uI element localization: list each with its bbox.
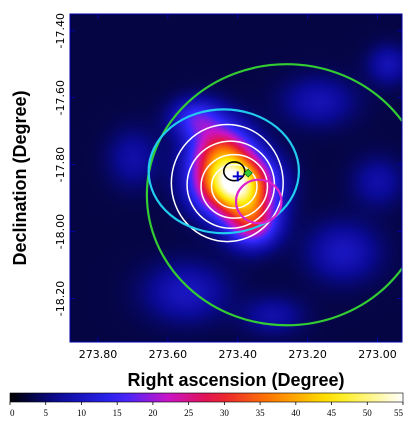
colorbar-tick-label: 55 xyxy=(394,408,404,418)
colorbar-tick-label: 30 xyxy=(220,408,230,418)
colorbar-tick-label: 10 xyxy=(77,408,87,418)
colorbar-tick-label: 45 xyxy=(327,408,337,418)
colorbar-gradient xyxy=(9,392,404,403)
intensity-map xyxy=(70,14,402,342)
colorbar-ticks: 0 5 10 15 20 25 30 35 40 45 50 55 xyxy=(9,402,404,418)
plus-marker xyxy=(232,171,243,182)
y-tick-label: -17.80 xyxy=(54,147,67,182)
contour-line-4 xyxy=(210,163,258,209)
colorbar-tick-label: 0 xyxy=(10,408,15,418)
contour-line-3 xyxy=(200,153,269,219)
x-tick-label: 273.00 xyxy=(358,348,397,361)
x-tick-label: 273.40 xyxy=(218,348,257,361)
magenta-circle xyxy=(234,178,283,225)
plot-area xyxy=(69,13,403,343)
colorbar-tick-label: 15 xyxy=(113,408,123,418)
x-axis-ticks: 273.80 273.60 273.40 273.20 273.00 xyxy=(79,14,397,361)
colorbar-tick-label: 35 xyxy=(256,408,266,418)
colorbar-tick-label: 25 xyxy=(184,408,194,418)
colorbar-tick-label: 5 xyxy=(43,408,48,418)
y-axis-ticks: -17.40 -17.60 -17.80 -18.00 -18.20 xyxy=(54,13,402,316)
black-circle xyxy=(222,161,246,182)
x-tick-label: 273.80 xyxy=(79,348,118,361)
y-tick-label: -18.20 xyxy=(54,281,67,316)
y-tick-label: -17.60 xyxy=(54,80,67,115)
contour-line-1 xyxy=(170,123,284,243)
y-tick-label: -18.00 xyxy=(54,214,67,249)
cyan-circle xyxy=(147,108,301,235)
x-axis-title: Right ascension (Degree) xyxy=(127,370,344,390)
colorbar-tick-label: 50 xyxy=(363,408,373,418)
y-axis-title: Declination (Degree) xyxy=(10,90,30,265)
diamond-marker xyxy=(243,168,253,178)
y-tick-label: -17.40 xyxy=(54,13,67,48)
colorbar-tick-label: 20 xyxy=(148,408,158,418)
colorbar: 0 5 10 15 20 25 30 35 40 45 50 55 xyxy=(9,392,404,418)
green-circle xyxy=(145,63,402,327)
x-tick-label: 273.20 xyxy=(288,348,327,361)
x-tick-label: 273.60 xyxy=(149,348,188,361)
colorbar-tick-label: 40 xyxy=(291,408,301,418)
overlay-layer xyxy=(145,63,402,327)
plot-frame xyxy=(69,13,403,343)
